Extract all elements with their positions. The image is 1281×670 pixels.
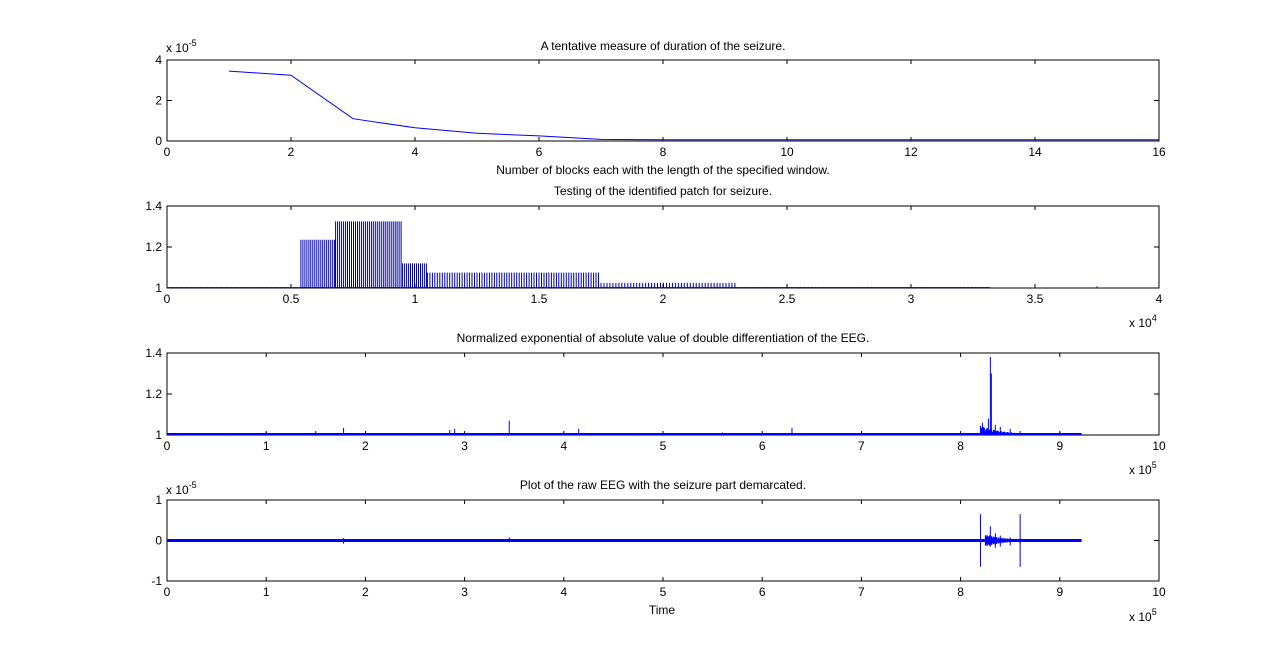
panel-duration-y-tick-label: 4 <box>155 53 162 67</box>
panel-raw-eeg-x-tick-label: 2 <box>362 585 369 599</box>
panel-normalized-exp-x-multiplier-base: x 10 <box>1129 463 1152 477</box>
panel-normalized-exp-x-tick-label: 4 <box>560 439 567 453</box>
panel-patch-test-y-tick-label: 1.4 <box>145 199 162 213</box>
panel-patch-test: Testing of the identified patch for seiz… <box>145 184 1162 330</box>
panel-normalized-exp-x-multiplier: x 105 <box>1129 460 1157 477</box>
panel-raw-eeg-x-multiplier-exp: 5 <box>1152 607 1157 617</box>
panel-normalized-exp-x-tick-label: 7 <box>858 439 865 453</box>
panel-duration-x-tick-label: 12 <box>904 145 918 159</box>
panel-normalized-exp: Normalized exponential of absolute value… <box>145 331 1166 477</box>
panel-normalized-exp-x-tick-label: 3 <box>461 439 468 453</box>
panel-raw-eeg-x-tick-label: 8 <box>957 585 964 599</box>
panel-patch-test-x-tick-label: 3 <box>908 292 915 306</box>
panel-duration-x-tick-label: 10 <box>780 145 794 159</box>
panel-raw-eeg-y-multiplier-exp: -5 <box>189 480 197 490</box>
panel-duration-x-tick-label: 6 <box>536 145 543 159</box>
panel-raw-eeg-x-tick-label: 4 <box>560 585 567 599</box>
panel-duration-y-tick-label: 2 <box>155 94 162 108</box>
panel-duration-xlabel: Number of blocks each with the length of… <box>496 163 830 177</box>
panel-patch-test-x-multiplier: x 104 <box>1129 313 1157 330</box>
panel-patch-test-x-tick-label: 3.5 <box>1027 292 1044 306</box>
panel-normalized-exp-x-tick-label: 6 <box>759 439 766 453</box>
panel-duration-x-tick-label: 4 <box>412 145 419 159</box>
panel-normalized-exp-x-tick-label: 8 <box>957 439 964 453</box>
panel-normalized-exp-y-tick-label: 1.4 <box>145 346 162 360</box>
panel-raw-eeg-x-tick-label: 3 <box>461 585 468 599</box>
panel-raw-eeg-title: Plot of the raw EEG with the seizure par… <box>520 478 806 492</box>
panel-duration-y-tick-label: 0 <box>155 134 162 148</box>
panel-raw-eeg-xlabel: Time <box>649 603 676 617</box>
panel-raw-eeg-x-tick-label: 9 <box>1056 585 1063 599</box>
panel-duration-x-tick-label: 14 <box>1028 145 1042 159</box>
panel-raw-eeg-y-multiplier-base: x 10 <box>166 483 189 497</box>
panel-normalized-exp-x-tick-label: 2 <box>362 439 369 453</box>
panel-patch-test-x-tick-label: 2.5 <box>779 292 796 306</box>
panel-duration-y-multiplier-exp: -5 <box>189 38 197 48</box>
panel-patch-test-x-tick-label: 4 <box>1156 292 1163 306</box>
panel-patch-test-y-tick-label: 1 <box>155 281 162 295</box>
panel-patch-test-x-multiplier-exp: 4 <box>1152 313 1157 323</box>
panel-normalized-exp-x-tick-label: 1 <box>263 439 270 453</box>
panel-raw-eeg-x-tick-label: 10 <box>1152 585 1166 599</box>
panel-duration: A tentative measure of duration of the s… <box>155 38 1166 177</box>
panel-patch-test-y-tick-label: 1.2 <box>145 240 162 254</box>
panel-normalized-exp-y-tick-label: 1 <box>155 428 162 442</box>
panel-patch-test-x-tick-label: 1.5 <box>531 292 548 306</box>
raw-eeg-trace <box>167 539 1082 542</box>
panel-normalized-exp-x-tick-label: 5 <box>660 439 667 453</box>
panel-patch-test-x-tick-label: 0.5 <box>283 292 300 306</box>
panel-raw-eeg-y-tick-label: -1 <box>151 574 162 588</box>
panel-patch-test-x-tick-label: 0 <box>164 292 171 306</box>
panel-raw-eeg-x-tick-label: 5 <box>660 585 667 599</box>
panel-raw-eeg-x-multiplier-base: x 10 <box>1129 610 1152 624</box>
duration-series-line <box>228 70 1159 141</box>
panel-patch-test-x-multiplier-base: x 10 <box>1129 316 1152 330</box>
panel-normalized-exp-x-tick-label: 10 <box>1152 439 1166 453</box>
panel-raw-eeg-x-tick-label: 1 <box>263 585 270 599</box>
panel-raw-eeg-y-tick-label: 0 <box>155 534 162 548</box>
panel-normalized-exp-x-multiplier-exp: 5 <box>1152 460 1157 470</box>
panel-patch-test-title: Testing of the identified patch for seiz… <box>554 184 772 198</box>
panel-duration-y-multiplier: x 10-5 <box>166 38 197 55</box>
panel-duration-x-tick-label: 0 <box>164 145 171 159</box>
panel-normalized-exp-title: Normalized exponential of absolute value… <box>457 331 870 345</box>
panel-raw-eeg-y-multiplier: x 10-5 <box>166 480 197 497</box>
panel-raw-eeg-y-tick-label: 1 <box>155 493 162 507</box>
panel-normalized-exp-x-tick-label: 0 <box>164 439 171 453</box>
panel-duration-x-tick-label: 2 <box>288 145 295 159</box>
panel-duration-y-multiplier-base: x 10 <box>166 41 189 55</box>
panel-normalized-exp-x-tick-label: 9 <box>1056 439 1063 453</box>
panel-raw-eeg-x-tick-label: 7 <box>858 585 865 599</box>
panel-patch-test-x-tick-label: 2 <box>660 292 667 306</box>
panel-duration-title: A tentative measure of duration of the s… <box>541 39 786 53</box>
panel-patch-test-x-tick-label: 1 <box>412 292 419 306</box>
panel-raw-eeg-x-multiplier: x 105 <box>1129 607 1157 624</box>
panel-raw-eeg-x-tick-label: 0 <box>164 585 171 599</box>
panel-raw-eeg: Plot of the raw EEG with the seizure par… <box>151 478 1166 624</box>
patch-test-spike-train <box>166 221 991 289</box>
panel-normalized-exp-y-tick-label: 1.2 <box>145 387 162 401</box>
panel-duration-x-tick-label: 8 <box>660 145 667 159</box>
panel-raw-eeg-x-tick-label: 6 <box>759 585 766 599</box>
panel-duration-x-tick-label: 16 <box>1152 145 1166 159</box>
raw-eeg-seizure-burst <box>984 534 1036 547</box>
